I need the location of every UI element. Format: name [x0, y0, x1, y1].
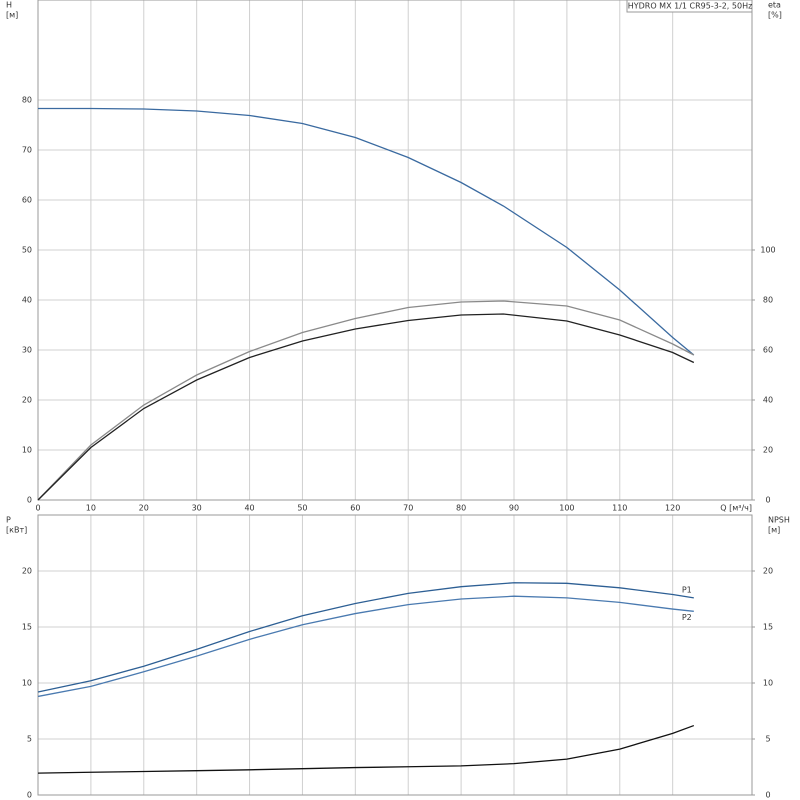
y2-tick-label: 0	[765, 791, 770, 800]
y-axis-unit: [м]	[6, 11, 18, 20]
y-tick-label: 10	[22, 446, 32, 455]
plot-frame	[37, 0, 753, 501]
y-tick-label: 50	[22, 246, 32, 255]
y-axis-label: P	[6, 516, 11, 525]
y2-tick-label: 40	[763, 396, 773, 405]
x-tick-label: 100	[559, 504, 574, 513]
y-axis-unit: [кВт]	[6, 526, 27, 535]
series-line	[37, 582, 694, 693]
y-tick-label: 60	[22, 196, 32, 205]
y2-tick-label: 80	[763, 296, 773, 305]
series-line	[37, 300, 695, 501]
y-tick-label: 30	[22, 346, 32, 355]
x-tick-label: 30	[192, 504, 202, 513]
y2-axis-unit: [%]	[768, 11, 782, 20]
y2-tick-label: 15	[763, 623, 773, 632]
series-label: P2	[682, 613, 692, 622]
y-tick-label: 70	[22, 146, 32, 155]
x-tick-label: 80	[456, 504, 466, 513]
y2-tick-label: 20	[763, 446, 773, 455]
series-line	[37, 595, 694, 698]
x-tick-label: 40	[244, 504, 254, 513]
y2-tick-label: 60	[763, 346, 773, 355]
y-tick-label: 5	[27, 735, 32, 744]
y2-axis-label: eta	[768, 1, 781, 10]
x-tick-label: 20	[139, 504, 149, 513]
series-label: P1	[682, 585, 692, 594]
x-tick-label: 60	[350, 504, 360, 513]
x-tick-label: 50	[297, 504, 307, 513]
x-tick-label: 110	[612, 504, 627, 513]
y-tick-label: 10	[22, 679, 32, 688]
plot-frame	[37, 514, 753, 796]
y2-tick-label: 10	[763, 679, 773, 688]
y-tick-label: 0	[27, 496, 32, 505]
x-tick-label: 120	[665, 504, 680, 513]
y-tick-label: 80	[22, 96, 32, 105]
x-tick-label: 0	[35, 504, 40, 513]
x-tick-label: 70	[403, 504, 413, 513]
y-tick-label: 40	[22, 296, 32, 305]
x-tick-label: 90	[509, 504, 519, 513]
x-tick-label: 10	[86, 504, 96, 513]
y2-axis-label: NPSH	[768, 516, 790, 525]
y2-tick-label: 20	[763, 567, 773, 576]
series-line	[38, 107, 695, 356]
series-line	[37, 313, 695, 501]
chart-title: HYDRO MX 1/1 CR95-3-2, 50Hz	[628, 2, 753, 11]
y-tick-label: 0	[27, 791, 32, 800]
y-tick-label: 15	[22, 623, 32, 632]
y-tick-label: 20	[22, 396, 32, 405]
y2-tick-label: 0	[765, 496, 770, 505]
y-axis-label: H	[6, 1, 12, 10]
title-box	[626, 0, 753, 13]
x-axis-label: Q [м³/ч]	[720, 504, 752, 513]
y-tick-label: 20	[22, 567, 32, 576]
y2-tick-label: 100	[760, 246, 775, 255]
y2-tick-label: 5	[765, 735, 770, 744]
series-line	[37, 724, 695, 774]
y2-axis-unit: [м]	[768, 526, 780, 535]
